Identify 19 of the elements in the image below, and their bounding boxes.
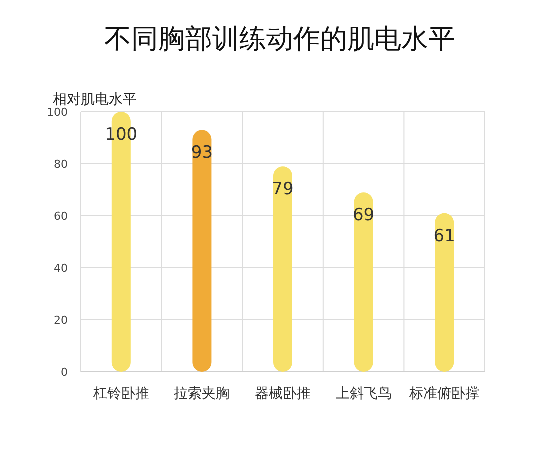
y-tick-label: 100: [47, 106, 68, 119]
y-tick-label: 80: [54, 158, 68, 171]
chart-title: 不同胸部训练动作的肌电水平: [104, 24, 456, 55]
x-tick-label: 拉索夹胸: [174, 386, 230, 402]
x-tick-label: 上斜飞鸟: [336, 386, 392, 402]
bar: [192, 130, 212, 372]
x-tick-label: 器械卧推: [255, 386, 311, 402]
x-tick-label: 杠铃卧推: [92, 386, 150, 402]
bar: [435, 213, 454, 372]
y-axis-title: 相对肌电水平: [53, 92, 137, 108]
bar: [354, 192, 374, 372]
x-tick-label: 标准俯卧撑: [408, 386, 480, 402]
y-tick-label: 0: [61, 366, 68, 379]
y-tick-label: 20: [54, 314, 68, 327]
y-tick-label: 40: [54, 262, 68, 275]
data-label: 69: [352, 206, 375, 226]
data-label: 61: [434, 226, 456, 246]
bar: [274, 166, 292, 372]
y-tick-label: 60: [54, 210, 68, 223]
